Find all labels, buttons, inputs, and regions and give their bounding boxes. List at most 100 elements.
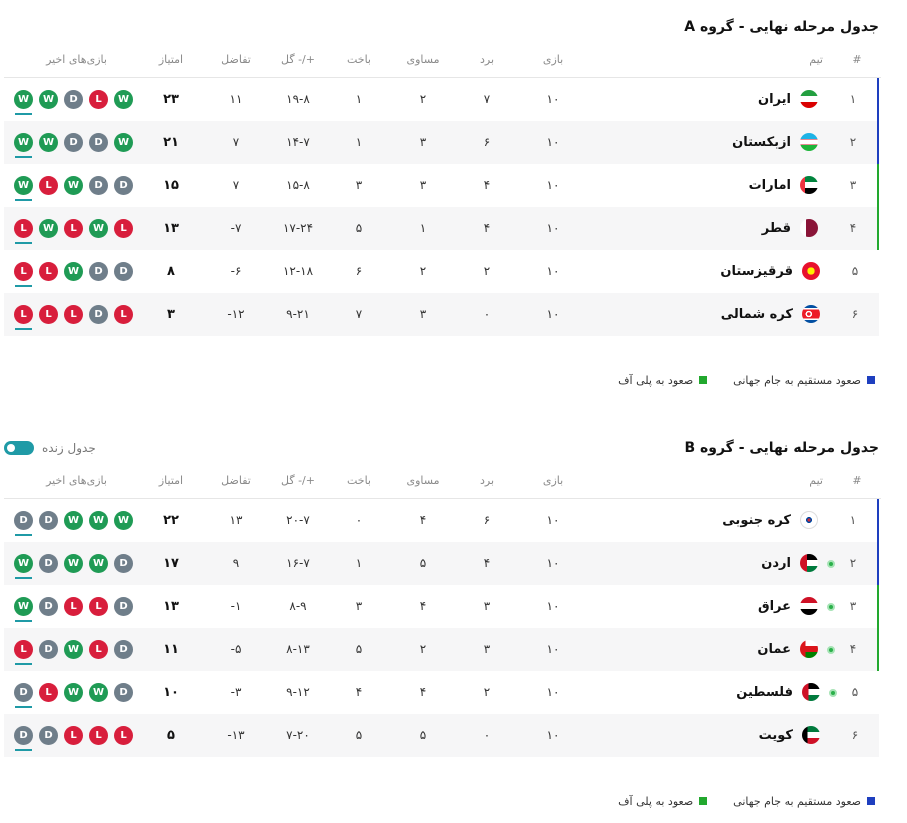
form-badge-d[interactable]: D: [64, 133, 83, 152]
rank: ۲: [849, 135, 857, 149]
form-badge-w[interactable]: W: [64, 511, 83, 530]
form-badge-w[interactable]: W: [14, 597, 33, 622]
form-badge-l[interactable]: L: [114, 726, 133, 745]
form-badge-w[interactable]: W: [64, 640, 83, 659]
form-badge-w[interactable]: W: [89, 219, 108, 238]
form-badge-l[interactable]: L: [39, 683, 58, 702]
form-badge-w[interactable]: W: [14, 176, 33, 201]
lost: ۴: [355, 685, 363, 699]
form-badge-l[interactable]: L: [64, 597, 83, 616]
form-badge-d[interactable]: D: [14, 726, 33, 751]
team-name[interactable]: کره جنوبی: [722, 513, 791, 528]
form-badge-d[interactable]: D: [114, 176, 133, 195]
form-badge-l[interactable]: L: [39, 176, 58, 195]
table-row[interactable]: ۱ کره جنوبی ۱۰ ۶ ۴ ۰ ۲۰-۷ ۱۳ ۲۲ D D W W W: [4, 499, 879, 542]
form-badge-d[interactable]: D: [39, 554, 58, 573]
form-badge-d[interactable]: D: [89, 262, 108, 281]
form-badge-d[interactable]: D: [39, 726, 58, 745]
team-name[interactable]: عمان: [757, 642, 791, 657]
form-badge-d[interactable]: D: [39, 640, 58, 659]
form-badge-l[interactable]: L: [89, 640, 108, 659]
team-name[interactable]: اردن: [761, 556, 791, 571]
form-badge-d[interactable]: D: [14, 511, 33, 536]
table-row[interactable]: ۴ قطر ۱۰ ۴ ۱ ۵ ۱۷-۲۴ -۷ ۱۳ L W L W L: [4, 207, 879, 250]
form-badge-w[interactable]: W: [64, 262, 83, 281]
table-row[interactable]: ۲ ازبکستان ۱۰ ۶ ۳ ۱ ۱۴-۷ ۷ ۲۱ W W D D W: [4, 121, 879, 164]
form-badge-d[interactable]: D: [39, 597, 58, 616]
rank: ۳: [849, 599, 857, 613]
form-badge-w[interactable]: W: [64, 683, 83, 702]
form-badge-w[interactable]: W: [114, 511, 133, 530]
table-row[interactable]: ۴ عمان ۱۰ ۳ ۲ ۵ ۸-۱۳ -۵ ۱۱ L D W L D: [4, 628, 879, 671]
form-badge-l[interactable]: L: [114, 219, 133, 238]
form-badge-l[interactable]: L: [89, 597, 108, 616]
team-name[interactable]: ازبکستان: [732, 135, 791, 150]
form-badge-l[interactable]: L: [64, 219, 83, 238]
form-badge-l[interactable]: L: [114, 305, 133, 324]
form-badge-d[interactable]: D: [14, 683, 33, 708]
table-row[interactable]: ۲ اردن ۱۰ ۴ ۵ ۱ ۱۶-۷ ۹ ۱۷ W D W W D: [4, 542, 879, 585]
form-badge-d[interactable]: D: [114, 683, 133, 702]
team-name[interactable]: کره شمالی: [720, 307, 793, 322]
form-badge-w[interactable]: W: [89, 511, 108, 530]
form-badge-w[interactable]: W: [14, 554, 33, 579]
qualification-dot-icon: [825, 628, 837, 671]
table-row[interactable]: ۶ کره شمالی ۱۰ ۰ ۳ ۷ ۹-۲۱ -۱۲ ۳ L L L D L: [4, 293, 879, 336]
form-badge-l[interactable]: L: [89, 726, 108, 745]
team-name[interactable]: ایران: [758, 92, 791, 107]
south-korea-flag-icon: [800, 511, 818, 529]
form-badge-l[interactable]: L: [89, 90, 108, 109]
table-row[interactable]: ۵ قرقیزستان ۱۰ ۲ ۲ ۶ ۱۲-۱۸ -۶ ۸ L L W D D: [4, 250, 879, 293]
form-badge-d[interactable]: D: [114, 554, 133, 573]
team-name[interactable]: قرقیزستان: [720, 264, 793, 279]
team-name[interactable]: امارات: [748, 178, 791, 193]
goal-difference: -۶: [230, 264, 242, 278]
live-table-toggle[interactable]: جدول زنده: [4, 441, 96, 455]
team-name[interactable]: عراق: [757, 599, 791, 614]
form-badge-w[interactable]: W: [64, 176, 83, 195]
form-badge-d[interactable]: D: [64, 90, 83, 109]
team-name[interactable]: قطر: [761, 221, 791, 236]
form-badge-l[interactable]: L: [14, 640, 33, 665]
form-badge-d[interactable]: D: [89, 133, 108, 152]
team-name[interactable]: فلسطین: [736, 685, 793, 700]
form-badge-l[interactable]: L: [14, 305, 33, 330]
rank: ۵: [851, 685, 859, 699]
group-a-standings: جدول مرحله نهایی - گروه A # تیم بازی برد…: [4, 12, 881, 390]
form-badge-l[interactable]: L: [64, 305, 83, 324]
form-badge-w[interactable]: W: [39, 219, 58, 238]
form-badge-w[interactable]: W: [39, 90, 58, 109]
form-badge-w[interactable]: W: [39, 133, 58, 152]
form-badge-d[interactable]: D: [89, 305, 108, 324]
form-badge-w[interactable]: W: [114, 133, 133, 152]
toggle-switch-icon[interactable]: [4, 441, 34, 455]
played: ۱۰: [546, 92, 560, 106]
form-badge-w[interactable]: W: [89, 683, 108, 702]
lost: ۱: [355, 92, 363, 106]
form-badge-d[interactable]: D: [39, 511, 58, 530]
table-row[interactable]: ۵ فلسطین ۱۰ ۲ ۴ ۴ ۹-۱۲ -۳ ۱۰ D L W W D: [4, 671, 879, 714]
header-form: بازی‌های اخیر: [46, 474, 107, 487]
form-badge-l[interactable]: L: [39, 305, 58, 324]
form-badge-d[interactable]: D: [114, 262, 133, 281]
table-row[interactable]: ۳ عراق ۱۰ ۳ ۴ ۳ ۸-۹ -۱ ۱۳ W D L L D: [4, 585, 879, 628]
form-badge-w[interactable]: W: [114, 90, 133, 109]
form-badge-d[interactable]: D: [89, 176, 108, 195]
form-badge-l[interactable]: L: [39, 262, 58, 281]
table-row[interactable]: ۱ ایران ۱۰ ۷ ۲ ۱ ۱۹-۸ ۱۱ ۲۳ W W D L W: [4, 78, 879, 121]
form-badge-w[interactable]: W: [89, 554, 108, 573]
table-row[interactable]: ۳ امارات ۱۰ ۴ ۳ ۳ ۱۵-۸ ۷ ۱۵ W L W D D: [4, 164, 879, 207]
form-badge-w[interactable]: W: [64, 554, 83, 573]
team-name[interactable]: کویت: [758, 728, 793, 743]
form-badge-l[interactable]: L: [14, 262, 33, 287]
form-badge-l[interactable]: L: [64, 726, 83, 745]
form-badge-d[interactable]: D: [114, 597, 133, 616]
form-badge-w[interactable]: W: [14, 133, 33, 158]
table-row[interactable]: ۶ کویت ۱۰ ۰ ۵ ۵ ۷-۲۰ -۱۳ ۵ D D L L L: [4, 714, 879, 757]
form-badge-w[interactable]: W: [14, 90, 33, 115]
form-badge-l[interactable]: L: [14, 219, 33, 244]
form-badge-d[interactable]: D: [114, 640, 133, 659]
